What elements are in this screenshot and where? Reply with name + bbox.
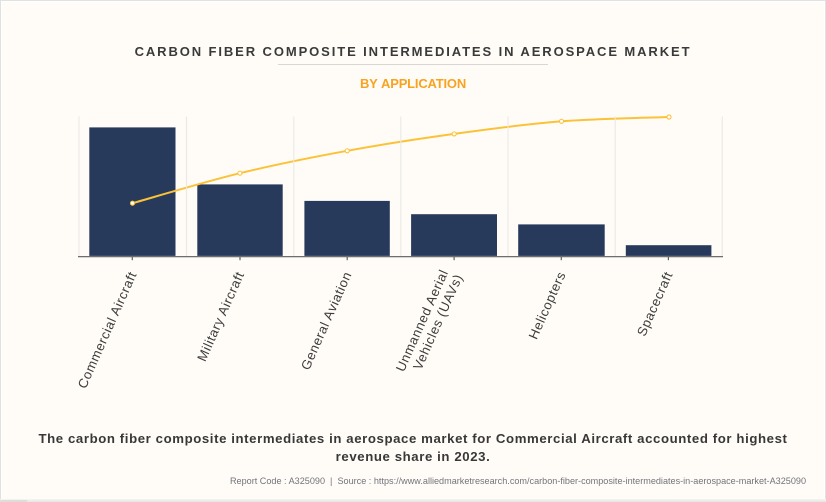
svg-text:Commercial Aircraft: Commercial Aircraft — [75, 269, 140, 391]
svg-text:Military Aircraft: Military Aircraft — [194, 269, 247, 363]
svg-text:General Aviation: General Aviation — [298, 269, 355, 372]
svg-text:Helicopters: Helicopters — [526, 269, 569, 341]
svg-text:Spacecraft: Spacecraft — [634, 269, 676, 338]
